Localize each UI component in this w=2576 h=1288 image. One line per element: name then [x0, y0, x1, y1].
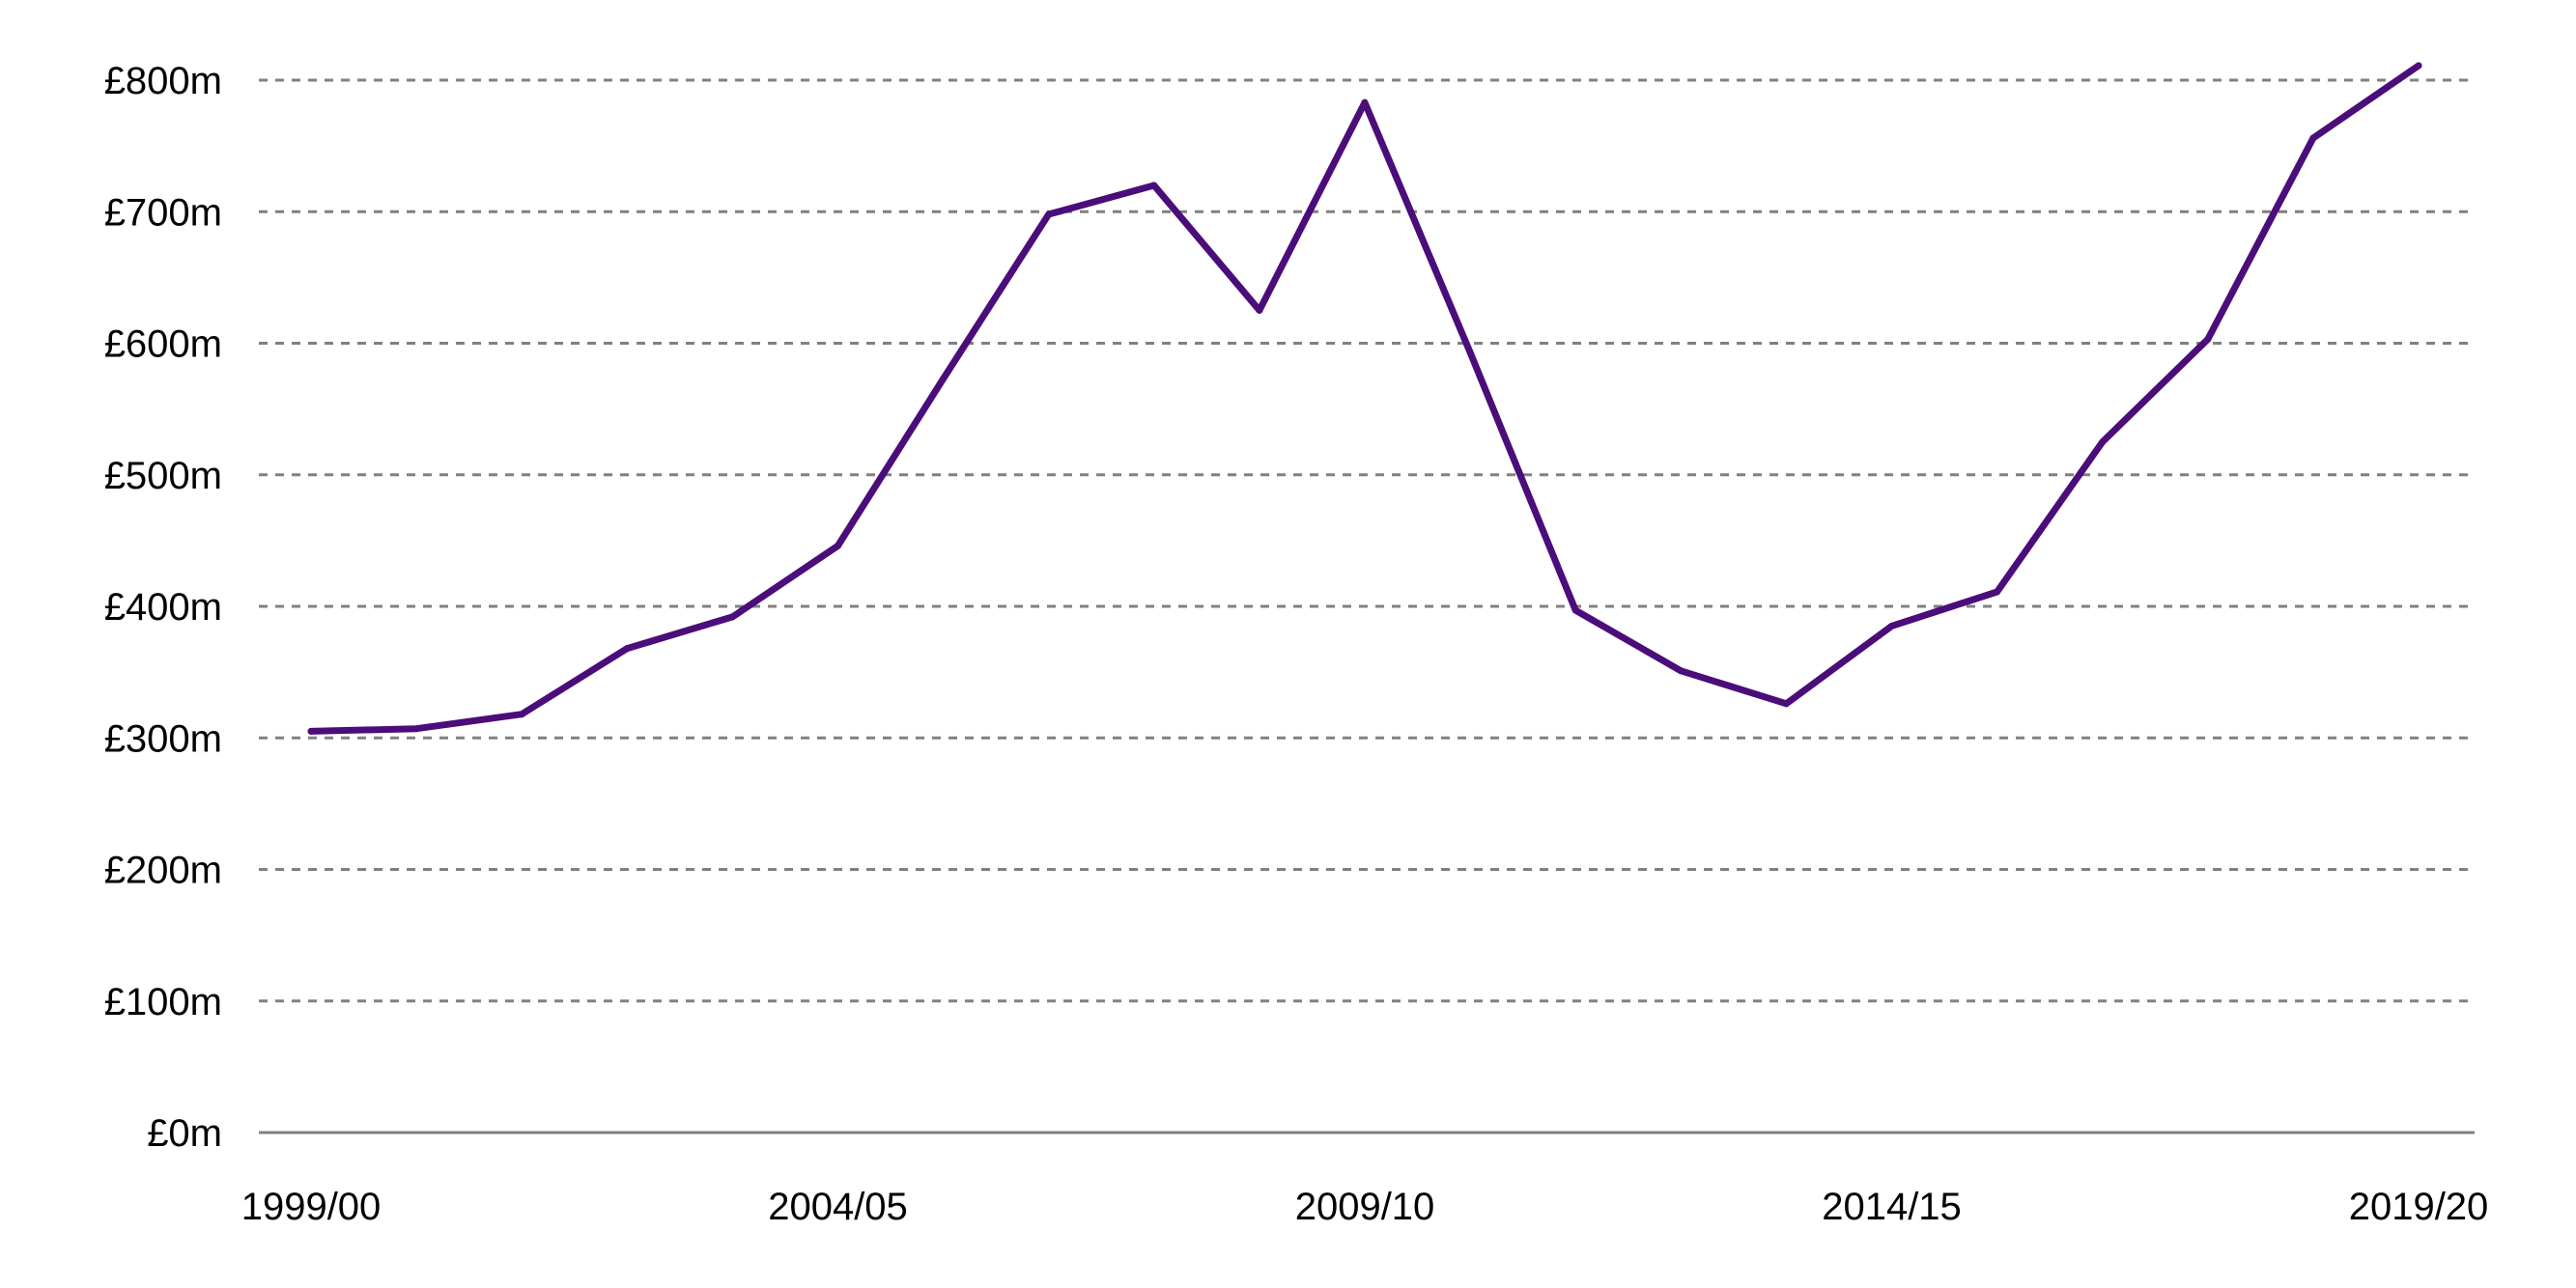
data-point	[1994, 588, 2001, 596]
data-point	[1361, 98, 1369, 106]
data-point	[307, 727, 315, 735]
x-tick-label: 2014/15	[1822, 1186, 1962, 1228]
data-point	[1888, 622, 1895, 630]
data-point	[2099, 438, 2107, 446]
series-line	[307, 62, 2422, 735]
x-tick-label: 2019/20	[2349, 1186, 2489, 1228]
data-point	[2309, 134, 2317, 142]
data-point	[1677, 667, 1684, 675]
data-point	[412, 725, 420, 733]
y-axis: £0m £100m £200m £300m £400m £500m £600m £700m £8…	[104, 60, 222, 1155]
data-point	[1782, 700, 1790, 708]
data-point	[2204, 335, 2212, 343]
data-point	[835, 542, 841, 549]
y-tick-label: £500m	[104, 455, 222, 497]
y-tick-label: £700m	[104, 191, 222, 234]
x-axis: 1999/00 2004/05 2009/10 2014/15 2019/20	[241, 1131, 2489, 1228]
data-point	[1466, 349, 1474, 356]
data-point	[518, 711, 525, 718]
x-tick-label: 2004/05	[768, 1186, 908, 1228]
y-tick-label: £100m	[104, 981, 222, 1023]
y-tick-label: £400m	[104, 586, 222, 629]
y-tick-label: £0m	[147, 1112, 222, 1155]
gridlines	[259, 78, 2475, 1003]
y-tick-label: £300m	[104, 717, 222, 760]
x-tick-label: 2009/10	[1295, 1186, 1435, 1228]
data-point	[728, 613, 736, 621]
data-point	[623, 645, 631, 653]
y-tick-label: £800m	[104, 60, 222, 102]
data-point	[1150, 182, 1158, 189]
y-tick-label: £600m	[104, 323, 222, 366]
x-tick-label: 1999/00	[241, 1186, 382, 1228]
data-point	[940, 375, 948, 382]
data-point	[1256, 306, 1263, 314]
y-tick-label: £200m	[104, 850, 222, 892]
series	[307, 62, 2422, 735]
data-point	[2415, 62, 2422, 70]
data-point	[1045, 210, 1053, 218]
data-point	[1571, 606, 1579, 614]
